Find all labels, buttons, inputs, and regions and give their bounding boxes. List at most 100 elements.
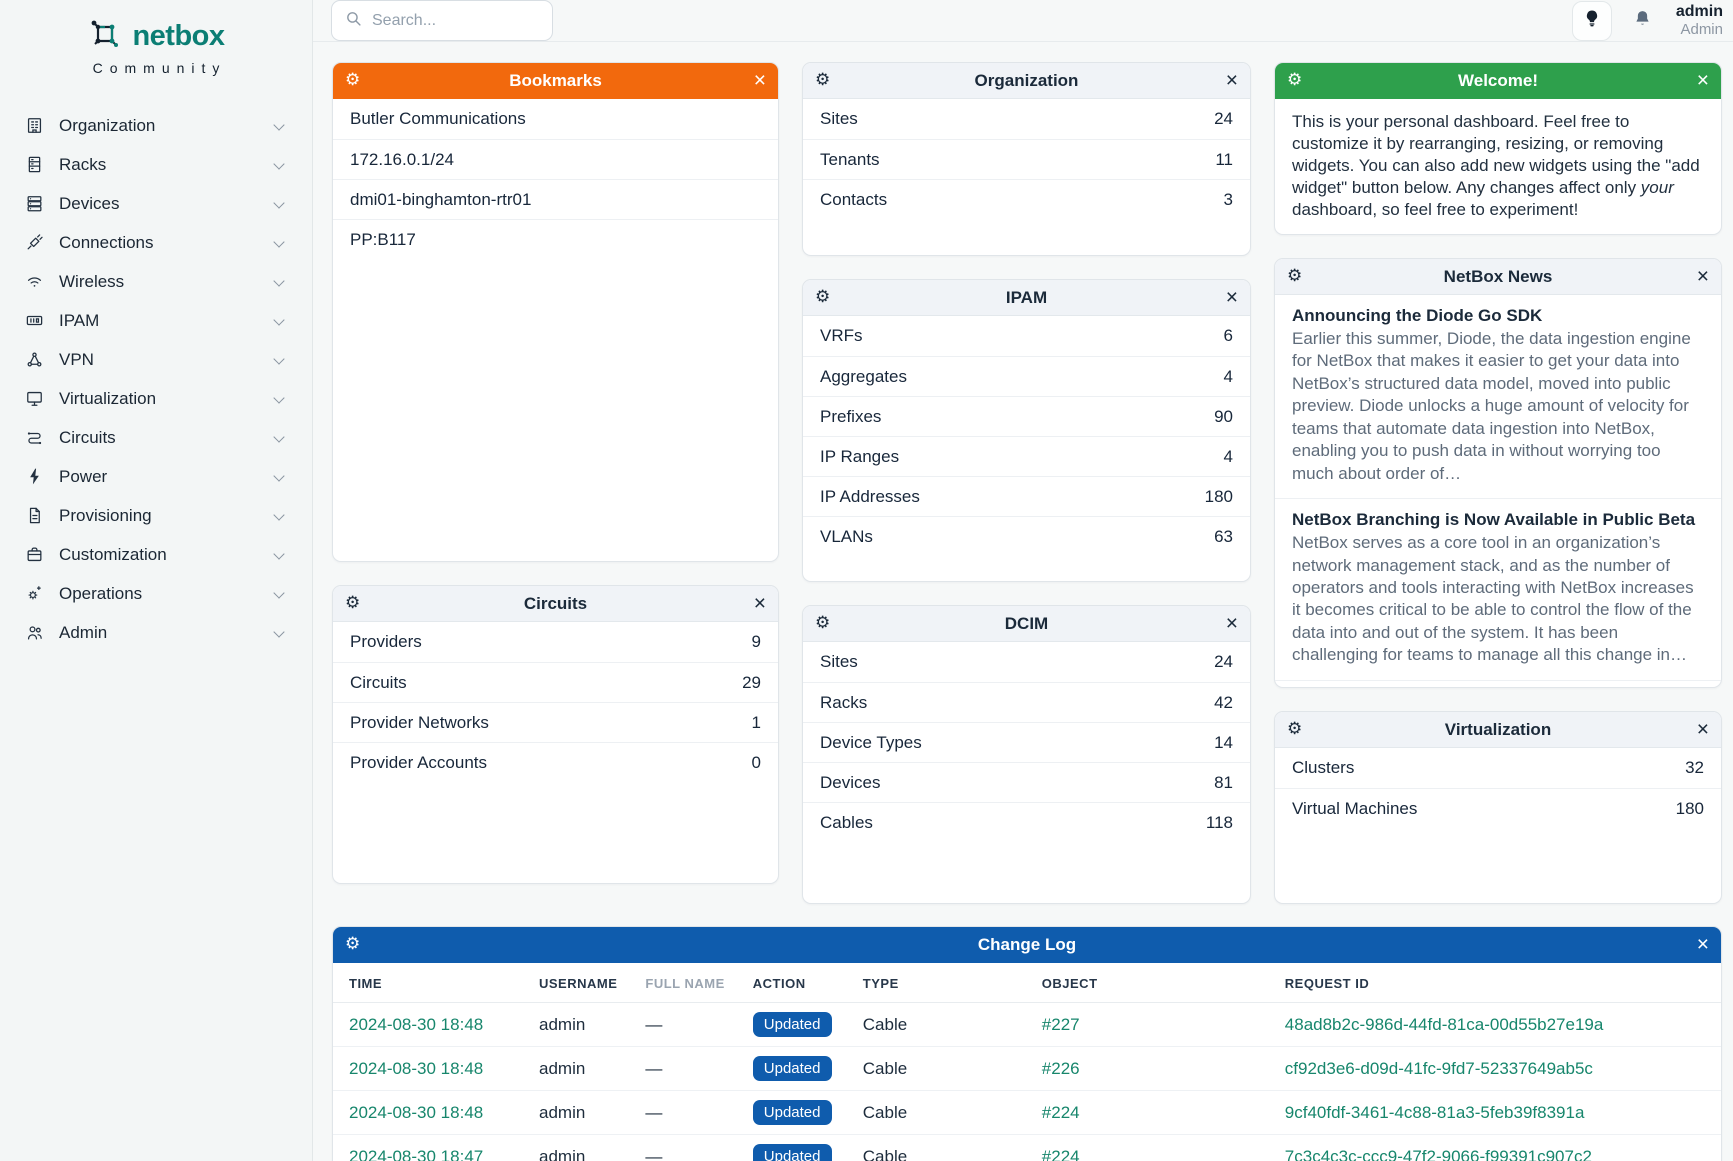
close-icon[interactable]: × bbox=[1696, 69, 1709, 92]
sidebar-menu-item[interactable]: Devices bbox=[0, 184, 312, 223]
changelog-time-link[interactable]: 2024-08-30 18:48 bbox=[349, 1058, 484, 1078]
close-icon[interactable]: × bbox=[1696, 933, 1709, 956]
stat-row[interactable]: Devices 81 bbox=[803, 762, 1250, 802]
welcome-text: This is your personal dashboard. Feel fr… bbox=[1292, 112, 1700, 220]
news-headline[interactable]: Announcing the Diode Go SDK bbox=[1292, 306, 1543, 325]
changelog-column-header[interactable]: TYPE bbox=[846, 963, 1026, 1003]
news-article: A New Look For NetBox and NetBox Labs bbox=[1275, 679, 1721, 687]
bookmark-item[interactable]: Butler Communications bbox=[350, 109, 526, 128]
action-badge: Updated bbox=[752, 1144, 832, 1161]
stat-row[interactable]: Providers 9 bbox=[333, 622, 778, 662]
search-box[interactable] bbox=[331, 0, 553, 41]
stat-row[interactable]: Aggregates 4 bbox=[803, 356, 1250, 396]
close-icon[interactable]: × bbox=[1225, 69, 1238, 92]
stat-row[interactable]: Prefixes 90 bbox=[803, 396, 1250, 436]
bookmark-item[interactable]: 172.16.0.1/24 bbox=[333, 139, 778, 179]
stat-row[interactable]: Circuits 29 bbox=[333, 662, 778, 702]
sidebar-menu-item[interactable]: IPAM bbox=[0, 301, 312, 340]
dashboard-col-2: ⚙ Organization × Sites 24 Tenants bbox=[802, 62, 1251, 904]
gear-icon[interactable]: ⚙ bbox=[345, 593, 361, 613]
stat-label: Cables bbox=[820, 812, 873, 832]
sidebar-menu-item[interactable]: Racks bbox=[0, 145, 312, 184]
changelog-object-link[interactable]: #226 bbox=[1041, 1058, 1080, 1078]
changelog-column-header[interactable]: OBJECT bbox=[1025, 963, 1269, 1003]
close-icon[interactable]: × bbox=[753, 69, 766, 92]
sidebar-menu-item[interactable]: Admin bbox=[0, 613, 312, 652]
changelog-request-id-link[interactable]: cf92d3e6-d09d-41fc-9fd7-52337649ab5c bbox=[1284, 1058, 1593, 1078]
close-icon[interactable]: × bbox=[1225, 612, 1238, 635]
close-icon[interactable]: × bbox=[753, 592, 766, 615]
dashboard-grid: ⚙ Bookmarks × Butler Communications 172.… bbox=[332, 62, 1722, 904]
gear-icon[interactable]: ⚙ bbox=[815, 70, 831, 90]
changelog-column-header[interactable]: USERNAME bbox=[523, 963, 630, 1003]
sidebar-menu-item[interactable]: Customization bbox=[0, 535, 312, 574]
gear-icon[interactable]: ⚙ bbox=[1287, 266, 1303, 286]
stat-row[interactable]: Racks 42 bbox=[803, 682, 1250, 722]
gear-icon[interactable]: ⚙ bbox=[345, 934, 361, 954]
stat-row[interactable]: IP Addresses 180 bbox=[803, 476, 1250, 516]
stat-value: 4 bbox=[1223, 446, 1233, 466]
stat-label: Tenants bbox=[820, 149, 880, 169]
sidebar-menu-item[interactable]: Circuits bbox=[0, 418, 312, 457]
stat-row[interactable]: Cables 118 bbox=[803, 802, 1250, 842]
action-badge: Updated bbox=[752, 1100, 832, 1125]
user-menu[interactable]: admin Admin bbox=[1676, 2, 1723, 39]
main-area: admin Admin ⚙ Bookmarks × Butle bbox=[313, 0, 1733, 1161]
gear-icon[interactable]: ⚙ bbox=[1287, 719, 1303, 739]
bookmark-item[interactable]: dmi01-binghamton-rtr01 bbox=[333, 179, 778, 219]
close-icon[interactable]: × bbox=[1225, 286, 1238, 309]
sidebar-menu-item[interactable]: Power bbox=[0, 457, 312, 496]
brand[interactable]: netbox bbox=[0, 16, 312, 57]
gear-icon[interactable]: ⚙ bbox=[1287, 70, 1303, 90]
changelog-object-link[interactable]: #224 bbox=[1041, 1102, 1080, 1122]
stat-row[interactable]: Contacts 3 bbox=[803, 179, 1250, 219]
bookmark-item[interactable]: PP:B117 bbox=[333, 219, 778, 259]
widget-bookmarks: ⚙ Bookmarks × Butler Communications 172.… bbox=[332, 62, 779, 562]
changelog-request-id-link[interactable]: 7c3c4c3c-ccc9-47f2-9066-f99391c907c2 bbox=[1284, 1146, 1592, 1161]
widget-organization-header: ⚙ Organization × bbox=[803, 63, 1250, 99]
sidebar-item-label: VPN bbox=[59, 349, 94, 369]
close-icon[interactable]: × bbox=[1696, 718, 1709, 741]
changelog-object-link[interactable]: #227 bbox=[1041, 1014, 1080, 1034]
changelog-object-link[interactable]: #224 bbox=[1041, 1146, 1080, 1161]
stat-row[interactable]: Provider Networks 1 bbox=[333, 702, 778, 742]
changelog-time-link[interactable]: 2024-08-30 18:48 bbox=[349, 1014, 484, 1034]
changelog-time-link[interactable]: 2024-08-30 18:48 bbox=[349, 1102, 484, 1122]
sidebar-menu-item[interactable]: VPN bbox=[0, 340, 312, 379]
sidebar-menu-item[interactable]: Wireless bbox=[0, 262, 312, 301]
gear-icon[interactable]: ⚙ bbox=[815, 613, 831, 633]
stat-row[interactable]: Provider Accounts 0 bbox=[333, 742, 778, 782]
action-badge: Updated bbox=[752, 1056, 832, 1081]
stat-row[interactable]: IP Ranges 4 bbox=[803, 436, 1250, 476]
changelog-column-header[interactable]: ACTION bbox=[736, 963, 847, 1003]
sidebar-menu-item[interactable]: Operations bbox=[0, 574, 312, 613]
ipam-icon bbox=[24, 311, 44, 331]
news-headline[interactable]: NetBox Branching is Now Available in Pub… bbox=[1292, 510, 1696, 530]
changelog-column-header[interactable]: FULL NAME bbox=[629, 963, 737, 1003]
gear-icon[interactable]: ⚙ bbox=[345, 70, 361, 90]
gear-icon[interactable]: ⚙ bbox=[815, 287, 831, 307]
sidebar-menu-item[interactable]: Provisioning bbox=[0, 496, 312, 535]
sidebar-menu-item[interactable]: Organization bbox=[0, 106, 312, 145]
changelog-request-id-link[interactable]: 9cf40fdf-3461-4c88-81a3-5feb39f8391a bbox=[1284, 1102, 1585, 1122]
sidebar-menu-item[interactable]: Connections bbox=[0, 223, 312, 262]
stat-row[interactable]: VRFs 6 bbox=[803, 316, 1250, 356]
stat-row[interactable]: Sites 24 bbox=[803, 99, 1250, 139]
stat-row[interactable]: Device Types 14 bbox=[803, 722, 1250, 762]
changelog-column-header[interactable]: TIME bbox=[333, 963, 523, 1003]
notifications-button[interactable] bbox=[1626, 1, 1660, 41]
stat-row[interactable]: Virtual Machines 180 bbox=[1275, 788, 1721, 828]
vpn-icon bbox=[24, 350, 44, 370]
sidebar-menu-item[interactable]: Virtualization bbox=[0, 379, 312, 418]
widget-ipam: ⚙ IPAM × VRFs 6 Aggregates bbox=[802, 279, 1251, 582]
changelog-time-link[interactable]: 2024-08-30 18:47 bbox=[349, 1146, 484, 1161]
stat-row[interactable]: Tenants 11 bbox=[803, 139, 1250, 179]
stat-row[interactable]: Sites 24 bbox=[803, 642, 1250, 682]
stat-row[interactable]: Clusters 32 bbox=[1275, 748, 1721, 788]
close-icon[interactable]: × bbox=[1696, 265, 1709, 288]
stat-row[interactable]: VLANs 63 bbox=[803, 516, 1250, 556]
changelog-request-id-link[interactable]: 48ad8b2c-986d-44fd-81ca-00d55b27e19a bbox=[1284, 1014, 1604, 1034]
changelog-column-header[interactable]: REQUEST ID bbox=[1268, 963, 1721, 1003]
search-input[interactable] bbox=[372, 11, 539, 30]
theme-toggle-button[interactable] bbox=[1571, 0, 1612, 41]
